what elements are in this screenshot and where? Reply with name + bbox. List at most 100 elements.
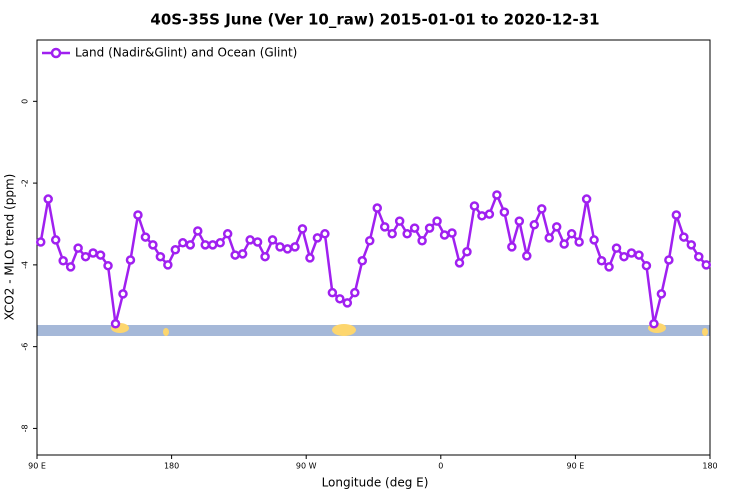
data-point bbox=[484, 209, 495, 219]
land-ocean-band bbox=[37, 323, 710, 336]
x-tick-label: 90 E bbox=[28, 462, 46, 471]
plot-frame bbox=[36, 39, 711, 456]
data-point bbox=[327, 287, 338, 298]
data-point bbox=[522, 251, 532, 261]
data-point bbox=[80, 251, 91, 262]
data-point bbox=[402, 229, 412, 239]
data-point bbox=[671, 210, 682, 220]
data-point bbox=[193, 226, 203, 236]
data-point bbox=[589, 235, 599, 245]
data-point bbox=[387, 229, 397, 239]
land bbox=[163, 328, 169, 336]
data-point bbox=[559, 239, 569, 249]
data-point bbox=[357, 256, 368, 266]
data-point bbox=[372, 203, 382, 213]
data-point bbox=[424, 223, 435, 233]
data-point bbox=[514, 216, 525, 226]
data-point bbox=[73, 243, 83, 253]
x-tick-label: 180 bbox=[702, 462, 717, 471]
data-point bbox=[88, 248, 98, 258]
data-point bbox=[379, 222, 390, 232]
data-point bbox=[469, 201, 480, 211]
y-tick-label: -8 bbox=[21, 424, 30, 432]
data-point bbox=[365, 236, 375, 246]
data-point bbox=[230, 250, 240, 260]
data-point bbox=[417, 236, 427, 246]
data-point bbox=[267, 235, 278, 245]
data-point bbox=[649, 319, 659, 329]
ocean-band bbox=[37, 325, 710, 336]
data-point bbox=[178, 238, 188, 248]
data-point bbox=[544, 233, 554, 243]
data-point bbox=[148, 240, 158, 250]
data-point bbox=[163, 260, 173, 270]
data-point bbox=[140, 232, 151, 242]
data-point bbox=[58, 256, 68, 266]
data-point bbox=[656, 289, 667, 299]
data-point bbox=[701, 260, 712, 270]
data-point bbox=[252, 237, 263, 247]
y-tick-label: -6 bbox=[21, 343, 30, 351]
data-point bbox=[342, 298, 353, 308]
data-point bbox=[499, 207, 510, 217]
data-point bbox=[260, 251, 270, 262]
data-point bbox=[432, 216, 442, 226]
data-point bbox=[350, 287, 360, 298]
y-tick-label: -4 bbox=[21, 261, 30, 269]
x-tick-label: 180 bbox=[164, 462, 179, 471]
data-point bbox=[35, 237, 46, 247]
x-axis-label: Longitude (deg E) bbox=[322, 476, 429, 490]
data-point bbox=[125, 255, 136, 265]
data-point bbox=[462, 247, 472, 257]
data-point bbox=[95, 250, 106, 260]
land bbox=[702, 328, 708, 336]
x-tick-label: 90 W bbox=[296, 462, 317, 471]
data-point bbox=[222, 229, 233, 239]
data-point bbox=[118, 289, 128, 299]
legend-marker bbox=[50, 47, 62, 59]
data-point bbox=[409, 223, 420, 233]
data-point bbox=[185, 240, 196, 250]
data-point bbox=[215, 238, 225, 248]
data-point bbox=[297, 224, 308, 234]
data-point bbox=[611, 243, 622, 253]
data-point bbox=[394, 216, 405, 226]
data-point bbox=[537, 204, 547, 214]
data-point bbox=[477, 211, 487, 221]
data-point bbox=[626, 248, 637, 258]
data-point bbox=[507, 242, 517, 252]
data-point bbox=[492, 190, 502, 200]
data-point bbox=[454, 258, 465, 268]
data-point bbox=[596, 256, 607, 266]
data-point bbox=[619, 251, 629, 262]
data-point bbox=[694, 251, 704, 262]
data-point bbox=[103, 260, 113, 271]
y-axis-label: XCO2 - MLO trend (ppm) bbox=[3, 174, 17, 321]
data-point bbox=[43, 194, 53, 204]
data-point bbox=[574, 237, 584, 247]
data-point bbox=[320, 229, 330, 239]
data-point bbox=[110, 319, 121, 329]
data-point bbox=[50, 235, 61, 245]
data-point bbox=[529, 220, 540, 230]
data-point bbox=[604, 262, 614, 272]
x-tick-label: 0 bbox=[438, 462, 443, 471]
data-point bbox=[207, 240, 218, 250]
data-point bbox=[312, 233, 323, 243]
data-point bbox=[439, 230, 450, 240]
data-point bbox=[664, 255, 674, 265]
data-point bbox=[275, 242, 285, 252]
data-point bbox=[335, 294, 345, 304]
y-tick-label: 0 bbox=[21, 99, 30, 104]
y-tick-label: -2 bbox=[21, 179, 30, 187]
data-point bbox=[634, 250, 644, 260]
data-point bbox=[237, 249, 248, 259]
data-point bbox=[641, 260, 652, 271]
x-tick-label: 90 E bbox=[567, 462, 585, 471]
data-point bbox=[551, 222, 562, 232]
data-point bbox=[305, 253, 315, 263]
data-point bbox=[679, 232, 689, 242]
data-point bbox=[290, 242, 300, 252]
data-point bbox=[581, 194, 592, 204]
data-point bbox=[245, 235, 255, 245]
